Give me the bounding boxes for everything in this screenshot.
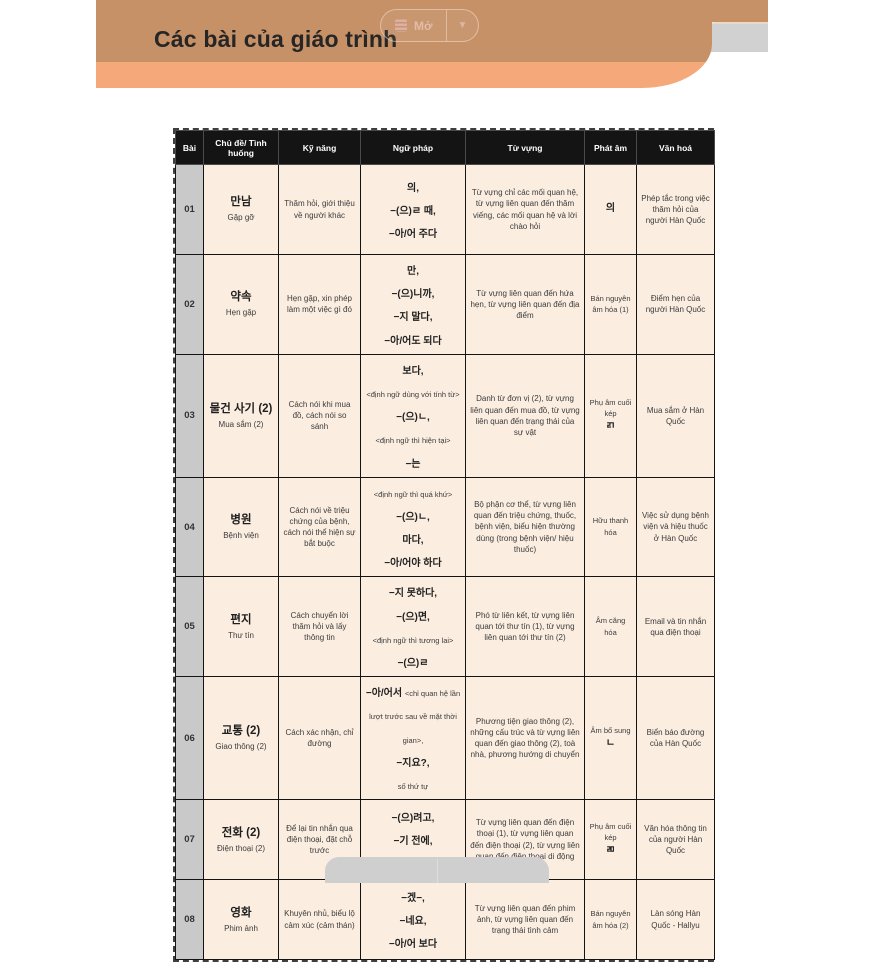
- column-header: Chủ đề/ Tình huống: [203, 130, 279, 165]
- cell-culture: Việc sử dụng bệnh viện và hiệu thuốc ở H…: [636, 476, 715, 578]
- open-button[interactable]: Mở: [381, 10, 446, 41]
- table-body: 01 만남 Gặp gỡ Thăm hỏi, giới thiệu về người …: [175, 164, 715, 961]
- cell-pronunciation: Hữu thanh hóa: [584, 476, 637, 578]
- cell-skill: Cách chuyển lời thăm hỏi và lấy thông ti…: [278, 576, 361, 678]
- table-row: 06 교통 (2) Giao thông (2) Cách xác nhận, chỉ…: [175, 676, 715, 801]
- cell-grammar: 의, −(으)ㄹ 때, −아/어 주다: [360, 164, 466, 255]
- cell-topic: 전화 (2) Điện thoại (2): [203, 799, 279, 881]
- table-row: 08 영화 Phim ảnh Khuyên nhủ, biểu lộ cảm xúc …: [175, 879, 715, 961]
- cell-pronunciation: Âm bổ sung ㄴ: [584, 676, 637, 801]
- cell-grammar: 만, −(으)니까, −지 말다, −아/어도 되다: [360, 254, 466, 355]
- cell-vocabulary: Từ vựng chỉ các mối quan hệ, từ vựng liê…: [465, 164, 585, 255]
- bottom-toolbar-divider: [436, 859, 438, 883]
- open-button-label: Mở: [414, 18, 433, 33]
- cell-vocabulary: Phó từ liên kết, từ vựng liên quan tới t…: [465, 576, 585, 678]
- cell-skill: Để lại tin nhắn qua điện thoại, đặt chỗ …: [278, 799, 361, 881]
- table-row: 04 병원 Bệnh viện Cách nói về triệu chứng của…: [175, 476, 715, 578]
- cell-vocabulary: Danh từ đơn vị (2), từ vựng liên quan đế…: [465, 353, 585, 478]
- column-header: Kỹ năng: [278, 130, 361, 165]
- cell-lesson-number: 02: [175, 254, 204, 355]
- cell-topic: 영화 Phim ảnh: [203, 879, 279, 961]
- page-title: Các bài của giáo trình: [154, 26, 398, 52]
- cell-pronunciation: Phụ âm cuối kép ㄻ: [584, 799, 637, 881]
- table-row: 05 편지 Thư tín Cách chuyển lời thăm hỏi và l…: [175, 576, 715, 678]
- cell-topic: 교통 (2) Giao thông (2): [203, 676, 279, 801]
- cell-topic: 약속 Hẹn gặp: [203, 254, 279, 355]
- table-header-row: Bài Chủ đề/ Tình huống Kỹ năng Ngữ pháp Từ v…: [175, 130, 715, 165]
- column-header: Từ vựng: [465, 130, 585, 165]
- lessons-table: Bài Chủ đề/ Tình huống Kỹ năng Ngữ pháp Từ v…: [175, 130, 715, 961]
- cell-lesson-number: 06: [175, 676, 204, 801]
- bottom-toolbar[interactable]: [325, 857, 549, 883]
- cell-pronunciation: Phụ âm cuối kép ㄺ: [584, 353, 637, 478]
- cell-culture: Email và tin nhắn qua điện thoại: [636, 576, 715, 678]
- cell-culture: Phép tắc trong việc thăm hỏi của người H…: [636, 164, 715, 255]
- chevron-down-icon[interactable]: ▼: [457, 20, 468, 31]
- cell-vocabulary: Phương tiện giao thông (2), những cấu tr…: [465, 676, 585, 801]
- cell-lesson-number: 08: [175, 879, 204, 961]
- cell-lesson-number: 05: [175, 576, 204, 678]
- cell-lesson-number: 04: [175, 476, 204, 578]
- column-header: Bài: [175, 130, 204, 165]
- cell-grammar: −겠−, −네요, −아/어 보다: [360, 879, 466, 961]
- cell-culture: Điểm hẹn của người Hàn Quốc: [636, 254, 715, 355]
- cell-pronunciation: Bán nguyên âm hóa (1): [584, 254, 637, 355]
- column-header: Văn hoá: [636, 130, 715, 165]
- cell-vocabulary: Bộ phận cơ thể, từ vựng liên quan đến tr…: [465, 476, 585, 578]
- open-toolbar: Mở ▼: [380, 9, 480, 42]
- cell-lesson-number: 07: [175, 799, 204, 881]
- cell-grammar: −아/어서 <chỉ quan hệ lần lượt trước sau về…: [360, 676, 466, 801]
- cell-skill: Cách xác nhận, chỉ đường: [278, 676, 361, 801]
- cell-skill: Thăm hỏi, giới thiệu về người khác: [278, 164, 361, 255]
- cell-skill: Hẹn gặp, xin phép làm một việc gì đó: [278, 254, 361, 355]
- bottom-toolbar-left[interactable]: [325, 857, 437, 883]
- lessons-table-frame: Bài Chủ đề/ Tình huống Kỹ năng Ngữ pháp Từ v…: [173, 128, 715, 962]
- cell-pronunciation: 의: [584, 164, 637, 255]
- cell-culture: Văn hóa thông tin của người Hàn Quốc: [636, 799, 715, 881]
- cell-culture: Mua sắm ở Hàn Quốc: [636, 353, 715, 478]
- bottom-toolbar-right[interactable]: [438, 857, 550, 883]
- cell-pronunciation: Âm căng hóa: [584, 576, 637, 678]
- cell-lesson-number: 03: [175, 353, 204, 478]
- cell-lesson-number: 01: [175, 164, 204, 255]
- column-header: Ngữ pháp: [360, 130, 466, 165]
- cell-topic: 물건 사기 (2) Mua sắm (2): [203, 353, 279, 478]
- cell-topic: 만남 Gặp gỡ: [203, 164, 279, 255]
- cell-grammar: −지 못하다, −(으)면, <định ngữ thì tương lai> −(으…: [360, 576, 466, 678]
- cell-topic: 병원 Bệnh viện: [203, 476, 279, 578]
- table-row: 03 물건 사기 (2) Mua sắm (2) Cách nói khi mua đ…: [175, 353, 715, 478]
- cell-grammar: 보다, <định ngữ dùng với tính từ> −(으)ㄴ, <đị…: [360, 353, 466, 478]
- cell-topic: 편지 Thư tín: [203, 576, 279, 678]
- table-row: 02 약속 Hẹn gặp Hẹn gặp, xin phép làm một việ…: [175, 254, 715, 355]
- cell-skill: Cách nói khi mua đồ, cách nói so sánh: [278, 353, 361, 478]
- pill-divider: [445, 10, 447, 41]
- cell-skill: Cách nói về triệu chứng của bệnh, cách n…: [278, 476, 361, 578]
- cell-grammar: <định ngữ thì quá khứ> −(으)ㄴ, 마다, −아/어야 하다: [360, 476, 466, 578]
- table-row: 01 만남 Gặp gỡ Thăm hỏi, giới thiệu về người …: [175, 164, 715, 255]
- cell-skill: Khuyên nhủ, biểu lộ cảm xúc (cảm thán): [278, 879, 361, 961]
- cell-vocabulary: Từ vựng liên quan đến phim ảnh, từ vựng …: [465, 879, 585, 961]
- cell-culture: Làn sóng Hàn Quốc - Hallyu: [636, 879, 715, 961]
- column-header: Phát âm: [584, 130, 637, 165]
- cell-culture: Biển báo đường của Hàn Quốc: [636, 676, 715, 801]
- cell-pronunciation: Bán nguyên âm hóa (2): [584, 879, 637, 961]
- header-accent-band: [96, 62, 712, 88]
- cell-vocabulary: Từ vựng liên quan đến hứa hẹn, từ vựng l…: [465, 254, 585, 355]
- book-icon: [395, 19, 407, 32]
- reader-page: Các bài của giáo trình Mở ▼ Bài Chủ đề/ T…: [96, 0, 768, 962]
